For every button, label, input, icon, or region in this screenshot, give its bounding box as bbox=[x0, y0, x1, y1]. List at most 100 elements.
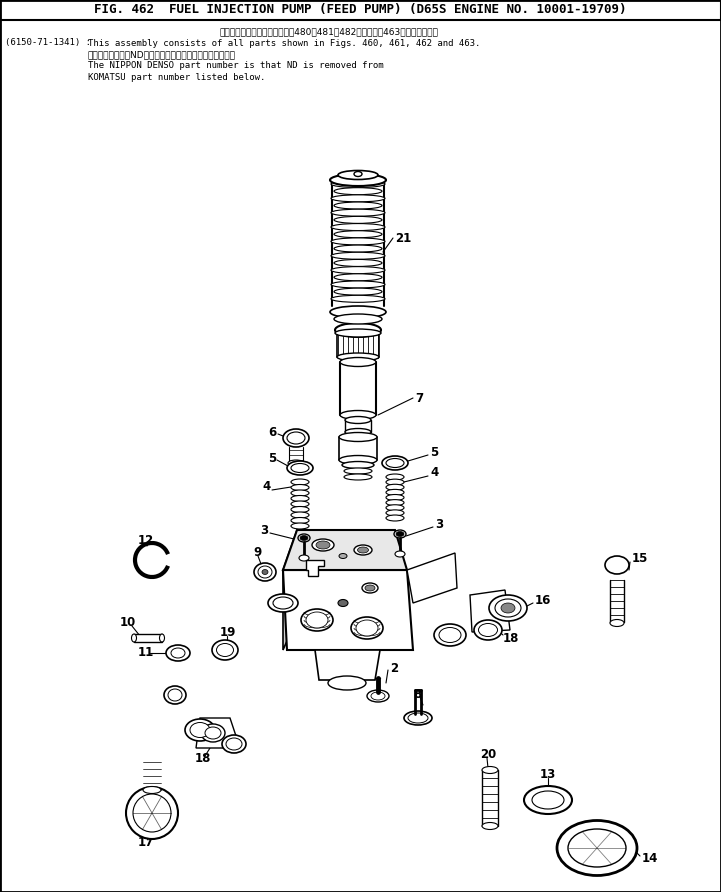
Ellipse shape bbox=[205, 727, 221, 739]
Ellipse shape bbox=[331, 267, 385, 274]
Ellipse shape bbox=[334, 217, 382, 223]
Ellipse shape bbox=[164, 686, 186, 704]
Polygon shape bbox=[196, 718, 240, 748]
Ellipse shape bbox=[291, 512, 309, 518]
Text: 3: 3 bbox=[260, 524, 268, 536]
Ellipse shape bbox=[334, 202, 382, 209]
Text: 18: 18 bbox=[503, 632, 519, 645]
Ellipse shape bbox=[367, 690, 389, 702]
Ellipse shape bbox=[404, 711, 432, 725]
Ellipse shape bbox=[171, 648, 185, 658]
Ellipse shape bbox=[334, 245, 382, 252]
Ellipse shape bbox=[331, 180, 385, 187]
Ellipse shape bbox=[394, 530, 406, 538]
Ellipse shape bbox=[335, 323, 381, 337]
Ellipse shape bbox=[568, 829, 626, 867]
Ellipse shape bbox=[328, 676, 366, 690]
Ellipse shape bbox=[482, 822, 498, 830]
Ellipse shape bbox=[334, 260, 382, 267]
Ellipse shape bbox=[501, 603, 515, 613]
Ellipse shape bbox=[166, 645, 190, 661]
Ellipse shape bbox=[330, 306, 386, 318]
Ellipse shape bbox=[226, 738, 242, 750]
Ellipse shape bbox=[126, 787, 178, 839]
Text: 19: 19 bbox=[220, 625, 236, 639]
Text: 3: 3 bbox=[435, 517, 443, 531]
Bar bbox=[134, 634, 162, 642]
Ellipse shape bbox=[344, 474, 372, 480]
Text: 6: 6 bbox=[268, 425, 276, 439]
Ellipse shape bbox=[489, 595, 527, 621]
Text: 11: 11 bbox=[138, 646, 154, 658]
Ellipse shape bbox=[386, 474, 404, 480]
Ellipse shape bbox=[371, 692, 385, 700]
Ellipse shape bbox=[300, 535, 308, 541]
Ellipse shape bbox=[345, 428, 371, 435]
Ellipse shape bbox=[335, 329, 381, 337]
Ellipse shape bbox=[299, 555, 309, 561]
Ellipse shape bbox=[331, 281, 385, 288]
Ellipse shape bbox=[291, 479, 309, 485]
Ellipse shape bbox=[334, 274, 382, 281]
Text: 17: 17 bbox=[138, 836, 154, 848]
Ellipse shape bbox=[354, 545, 372, 555]
Ellipse shape bbox=[331, 210, 385, 216]
Text: 18: 18 bbox=[195, 751, 211, 764]
Text: FIG. 462  FUEL INJECTION PUMP (FEED PUMP) (D65S ENGINE NO. 10001-19709): FIG. 462 FUEL INJECTION PUMP (FEED PUMP)… bbox=[94, 4, 627, 16]
Ellipse shape bbox=[337, 353, 379, 361]
Ellipse shape bbox=[331, 252, 385, 260]
Ellipse shape bbox=[382, 456, 408, 470]
Ellipse shape bbox=[334, 288, 382, 295]
Text: 14: 14 bbox=[642, 852, 658, 864]
Ellipse shape bbox=[439, 627, 461, 642]
Ellipse shape bbox=[212, 640, 238, 660]
Text: 7: 7 bbox=[415, 392, 423, 404]
Ellipse shape bbox=[386, 500, 404, 506]
Ellipse shape bbox=[524, 786, 572, 814]
Ellipse shape bbox=[306, 612, 328, 628]
Ellipse shape bbox=[291, 464, 309, 473]
Ellipse shape bbox=[386, 494, 404, 500]
Ellipse shape bbox=[340, 410, 376, 419]
Ellipse shape bbox=[287, 432, 305, 444]
Ellipse shape bbox=[386, 510, 404, 516]
Ellipse shape bbox=[605, 556, 629, 574]
Ellipse shape bbox=[339, 456, 377, 465]
Ellipse shape bbox=[474, 620, 502, 640]
Ellipse shape bbox=[216, 643, 234, 657]
Ellipse shape bbox=[291, 501, 309, 507]
Ellipse shape bbox=[386, 490, 404, 495]
Ellipse shape bbox=[386, 505, 404, 511]
Ellipse shape bbox=[331, 238, 385, 245]
Ellipse shape bbox=[338, 599, 348, 607]
Text: 5: 5 bbox=[430, 447, 438, 459]
Ellipse shape bbox=[354, 171, 362, 177]
Ellipse shape bbox=[334, 187, 382, 194]
Ellipse shape bbox=[185, 719, 215, 741]
Ellipse shape bbox=[345, 417, 371, 424]
Text: The NIPPON DENSO part number is that ND is removed from: The NIPPON DENSO part number is that ND … bbox=[88, 62, 384, 70]
Ellipse shape bbox=[159, 634, 164, 642]
Polygon shape bbox=[315, 650, 380, 680]
Ellipse shape bbox=[342, 461, 374, 468]
Ellipse shape bbox=[340, 358, 376, 367]
Ellipse shape bbox=[268, 594, 298, 612]
Text: 1: 1 bbox=[325, 662, 333, 674]
Text: 品番のメーカ記号NDを除いたものが日本電装の品番です。: 品番のメーカ記号NDを除いたものが日本電装の品番です。 bbox=[88, 51, 236, 60]
Ellipse shape bbox=[254, 563, 276, 581]
Text: This assembly consists of all parts shown in Figs. 460, 461, 462 and 463.: This assembly consists of all parts show… bbox=[88, 38, 480, 47]
Text: 12: 12 bbox=[138, 533, 154, 547]
Ellipse shape bbox=[356, 620, 378, 636]
Ellipse shape bbox=[479, 624, 497, 637]
Ellipse shape bbox=[298, 534, 310, 542]
Ellipse shape bbox=[495, 599, 521, 617]
Ellipse shape bbox=[331, 295, 385, 302]
Ellipse shape bbox=[434, 624, 466, 646]
Text: 5: 5 bbox=[268, 451, 276, 465]
Ellipse shape bbox=[330, 174, 386, 186]
Ellipse shape bbox=[316, 541, 330, 549]
Ellipse shape bbox=[168, 689, 182, 701]
Ellipse shape bbox=[334, 314, 382, 324]
Ellipse shape bbox=[386, 479, 404, 485]
Polygon shape bbox=[283, 570, 413, 650]
